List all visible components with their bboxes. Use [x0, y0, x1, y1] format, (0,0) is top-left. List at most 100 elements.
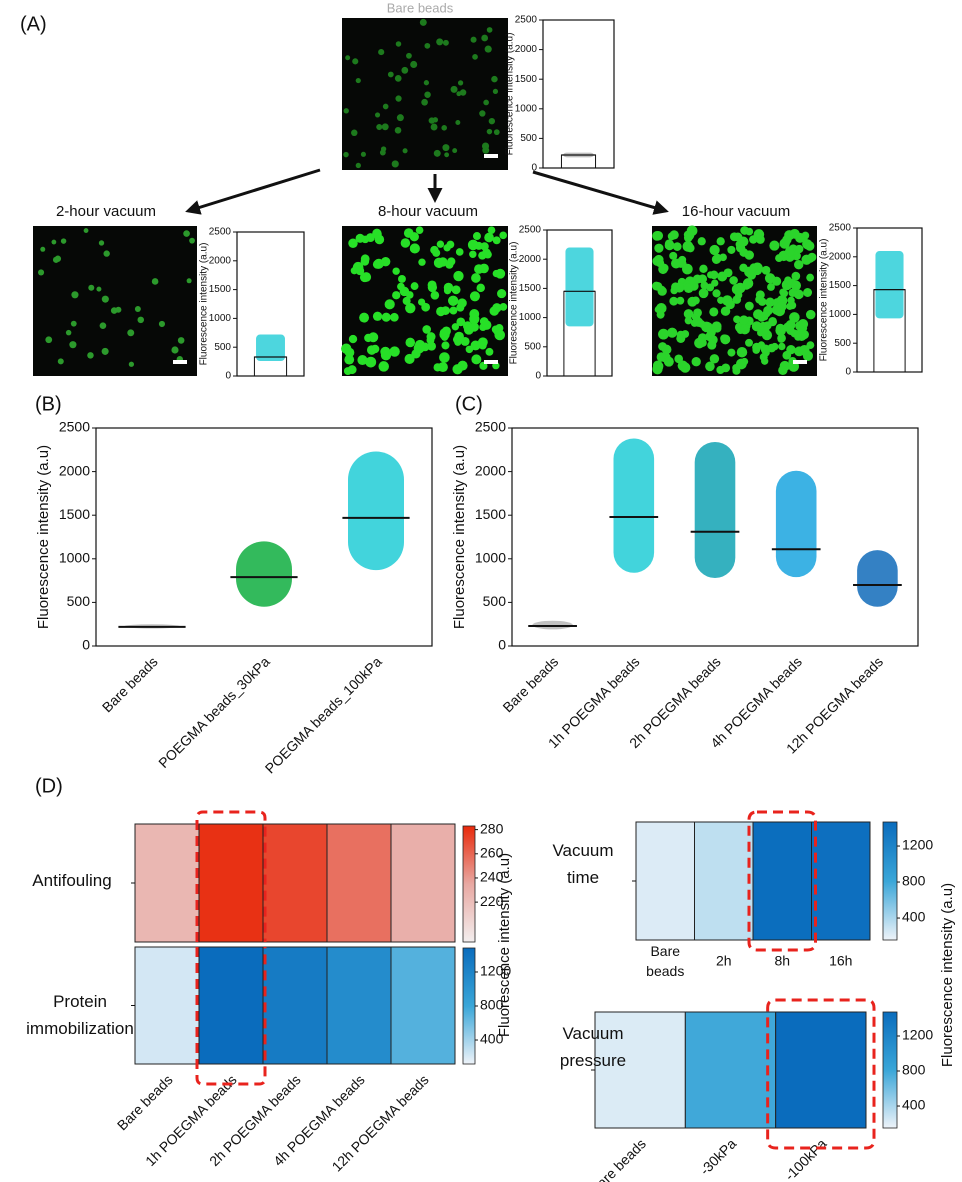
bead: [401, 66, 409, 74]
panel-label: (C): [455, 393, 483, 415]
value-range: [694, 441, 736, 578]
y-axis-label: Fluorescence intensity (a.u): [451, 445, 468, 629]
bead: [355, 266, 365, 276]
panel-label: (D): [35, 775, 63, 797]
bead: [739, 315, 749, 325]
bead: [417, 298, 426, 306]
bead: [455, 120, 461, 125]
bead: [709, 307, 719, 317]
heatmap-cell: [390, 946, 456, 1065]
bead: [387, 71, 394, 78]
y-tick-label: 2500: [519, 225, 542, 236]
x-tick-label: Bare beads: [499, 653, 561, 715]
bead: [711, 321, 722, 332]
bead: [712, 289, 721, 298]
bead: [736, 358, 747, 370]
bead: [761, 265, 771, 275]
heatmap-cell: [326, 823, 392, 943]
bead: [790, 280, 802, 291]
bead: [778, 342, 786, 351]
bead: [404, 353, 415, 364]
bead: [65, 329, 72, 336]
bead: [380, 146, 387, 152]
bead: [413, 342, 425, 354]
bead: [433, 149, 441, 157]
bead: [360, 151, 366, 157]
bead: [344, 347, 355, 358]
bead: [427, 282, 438, 293]
y-tick-label: 500: [214, 342, 231, 353]
value-range: [236, 541, 292, 607]
bead: [449, 306, 458, 315]
y-tick-label: 2500: [829, 223, 852, 234]
plot-frame: [546, 229, 613, 377]
bead: [372, 311, 383, 321]
bead: [360, 257, 370, 266]
heatmap-cell: [262, 946, 328, 1065]
y-tick-label: 1500: [515, 74, 538, 85]
bead: [382, 103, 389, 110]
colorbar: [462, 947, 476, 1065]
y-tick-label: 0: [845, 367, 851, 378]
bead: [419, 18, 427, 26]
bead: [682, 263, 693, 275]
bead: [795, 244, 804, 254]
bead: [441, 341, 450, 350]
bead: [392, 267, 400, 275]
bead: [432, 248, 441, 257]
bead: [491, 75, 498, 83]
bead: [778, 365, 788, 376]
bead: [657, 286, 667, 296]
panel-label: (B): [35, 393, 62, 415]
bead: [158, 320, 166, 328]
bead: [803, 288, 813, 297]
bead: [672, 242, 682, 251]
bead: [691, 296, 700, 305]
bead: [52, 256, 60, 263]
y-tick-label: 2000: [515, 44, 538, 55]
bead: [779, 238, 790, 249]
bead: [398, 274, 406, 283]
bead: [474, 264, 484, 274]
bead: [744, 250, 754, 260]
bead: [87, 352, 94, 359]
bead: [450, 85, 458, 93]
heatmap-cell: [198, 823, 264, 943]
bead: [489, 306, 499, 316]
value-range: [256, 334, 285, 362]
bead: [768, 316, 777, 326]
heatmap-cell: [390, 823, 456, 943]
plot-frame: [856, 227, 923, 373]
bead: [693, 308, 702, 318]
bead: [444, 152, 450, 158]
bead: [186, 278, 192, 284]
bead: [760, 344, 771, 355]
bead: [683, 283, 694, 293]
plot-frame: [95, 427, 433, 647]
bead: [771, 342, 779, 351]
bead: [69, 341, 77, 349]
bead: [775, 254, 783, 263]
bead: [669, 296, 679, 306]
bead: [656, 259, 665, 268]
highlight-box: [195, 810, 267, 942]
bead: [493, 129, 500, 136]
y-tick-label: 0: [82, 637, 90, 653]
bead: [366, 233, 375, 242]
bead: [380, 256, 391, 267]
colorbar: [882, 1011, 898, 1129]
row-label: Vacuum pressure: [560, 1024, 626, 1070]
y-tick-label: 1000: [829, 309, 852, 320]
bead: [433, 363, 442, 372]
bead: [806, 309, 816, 320]
bead: [471, 354, 482, 365]
bead: [656, 310, 665, 319]
panel-title: 2-hour vacuum: [56, 203, 156, 220]
bead: [470, 340, 481, 351]
bead: [348, 238, 358, 249]
bead: [400, 238, 411, 248]
scale-bar: [173, 360, 187, 364]
micrograph: [33, 226, 197, 376]
bead: [745, 227, 754, 236]
bead: [402, 148, 408, 154]
